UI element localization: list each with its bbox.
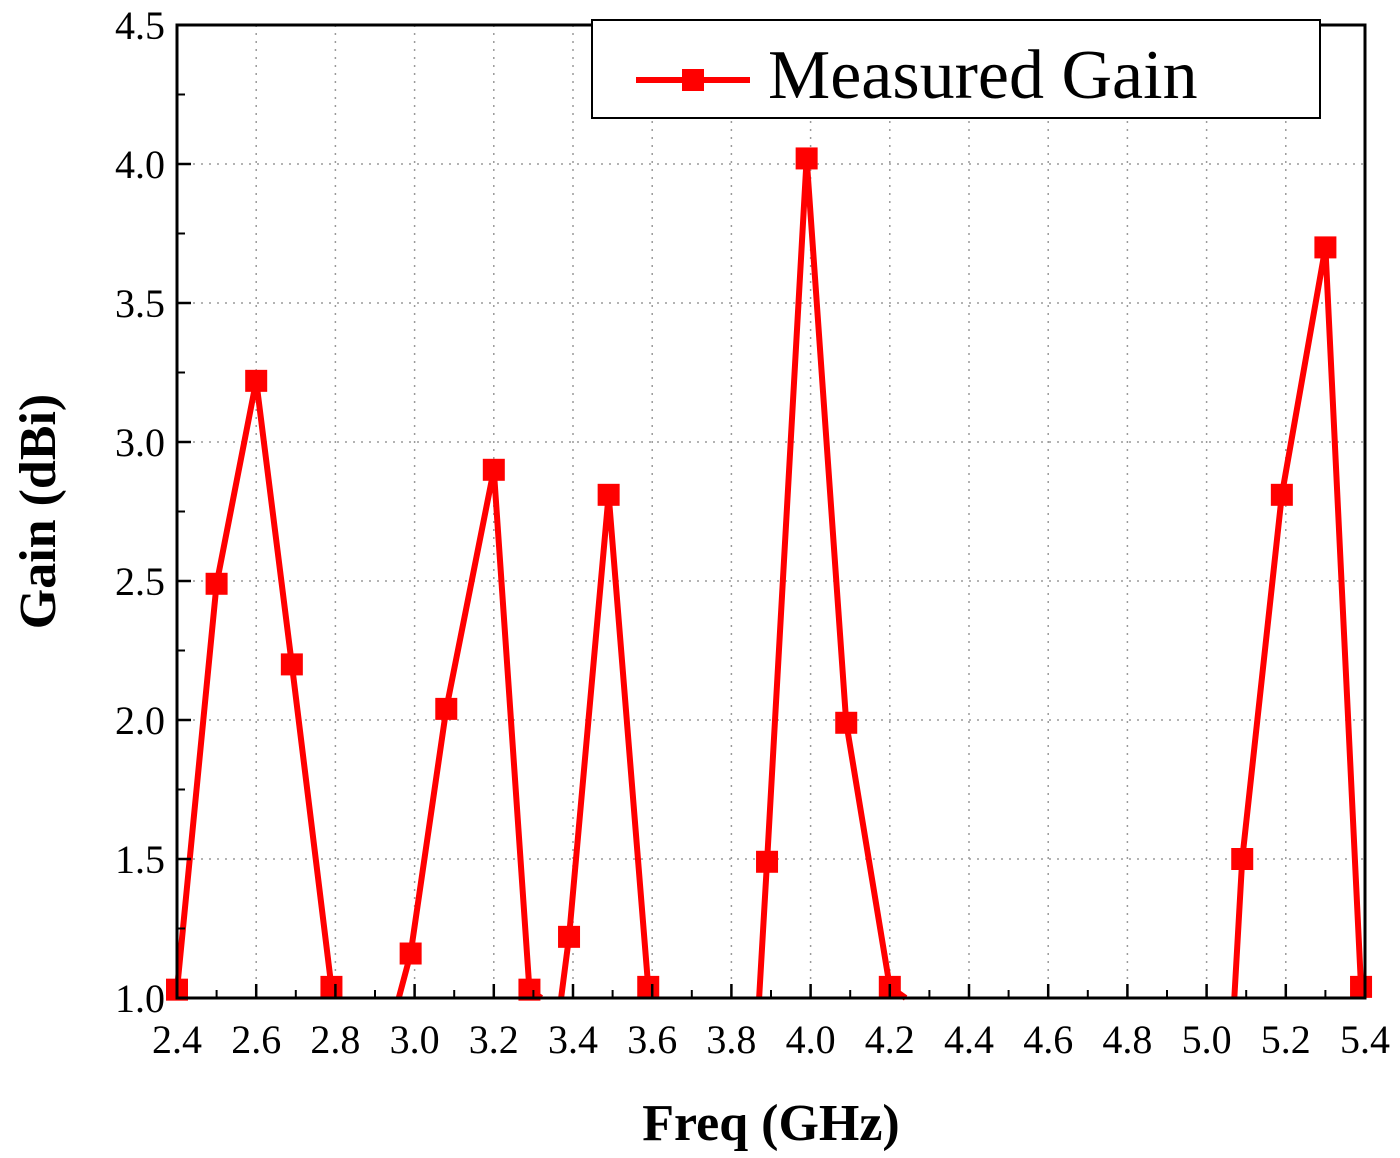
y-axis-title: Gain (dBi) [10,394,67,630]
x-tick-label: 3.2 [469,1017,519,1062]
data-point-marker [1231,848,1254,870]
y-tick-label: 3.0 [115,420,165,465]
y-tick-label: 4.0 [115,142,165,187]
data-point-marker [205,572,228,595]
data-point-marker [518,978,541,1001]
data-point-marker [435,697,458,720]
data-point-marker [1270,483,1293,506]
series-line-segment [756,155,908,1001]
x-tick-label: 5.0 [1182,1017,1232,1062]
data-point-marker [756,850,779,873]
x-tick-label: 4.0 [786,1017,836,1062]
legend-label-measured-gain: Measured Gain [768,37,1198,114]
data-point-marker [482,458,505,481]
x-tick-label: 3.8 [706,1017,756,1062]
data-point-marker [637,975,660,998]
series-line-segment [1231,244,1365,999]
x-tick-label: 2.4 [152,1017,202,1062]
x-axis-ticks: 2.4 2.6 2.8 3.0 3.2 3.4 3.6 3.8 4.0 4.2 4.4 4.6 4.8 5… [152,984,1390,1062]
x-axis-title: Freq (GHz) [642,1095,900,1152]
x-tick-label: 2.8 [310,1017,360,1062]
y-tick-label: 2.0 [115,698,165,743]
legend-box [591,19,1321,119]
y-tick-label: 1.0 [115,976,165,1021]
x-tick-label: 4.8 [1102,1017,1152,1062]
data-point-marker [835,711,858,734]
y-axis-ticks: 1.0 1.5 2.0 2.5 3.0 3.5 4.0 4.5 [115,3,191,1021]
y-tick-label: 3.5 [115,281,165,326]
x-tick-label: 4.6 [1023,1017,1073,1062]
x-tick-label: 3.4 [548,1017,598,1062]
series-line-segment [395,466,544,1001]
x-tick-label: 4.4 [944,1017,994,1062]
data-point-marker [1350,975,1373,998]
x-tick-label: 4.2 [865,1017,915,1062]
x-tick-label: 2.6 [231,1017,281,1062]
y-tick-label: 4.5 [115,3,165,48]
data-point-marker [245,369,268,392]
data-point-marker [320,975,343,998]
data-point-marker [280,653,303,676]
y-tick-label: 2.5 [115,559,165,604]
series-measured-gain [166,147,1373,1001]
x-tick-label: 5.4 [1340,1017,1390,1062]
data-point-marker [597,483,620,506]
data-point-marker [558,925,581,948]
data-point-marker [399,942,422,965]
data-point-marker [795,147,818,170]
y-tick-label: 1.5 [115,837,165,882]
legend: Measured Gain [591,19,1321,119]
x-tick-label: 3.0 [390,1017,440,1062]
series-line-segment [558,491,656,1000]
x-tick-label: 5.2 [1261,1017,1311,1062]
x-tick-label: 3.6 [627,1017,677,1062]
data-point-marker [1314,236,1337,259]
legend-marker-swatch [682,69,704,91]
series-line-segment [174,377,335,990]
